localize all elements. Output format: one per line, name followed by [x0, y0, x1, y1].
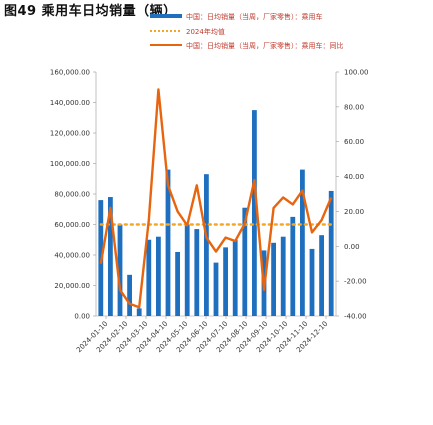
left-tick-label: 0.00: [74, 313, 90, 321]
right-tick-label: -40.00: [344, 313, 367, 321]
figure-title: 图49 乘用车日均销量（辆）: [4, 4, 177, 19]
right-tick-label: 60.00: [344, 138, 364, 146]
bar: [213, 262, 219, 316]
bar: [184, 224, 190, 316]
bar: [319, 235, 324, 316]
bar: [300, 169, 305, 316]
bar-series: [98, 110, 334, 316]
bar: [146, 239, 152, 316]
right-tick-label: 20.00: [344, 208, 364, 216]
right-tick-label: -20.00: [344, 278, 367, 286]
bar: [165, 169, 171, 316]
bar: [136, 308, 142, 316]
bar: [280, 236, 286, 316]
legend-bar-swatch: [150, 14, 182, 18]
left-tick-label: 20,000.00: [54, 282, 90, 290]
left-tick-label: 100,000.00: [50, 160, 90, 168]
bar: [117, 224, 123, 316]
bar: [204, 174, 209, 316]
bar: [194, 229, 200, 316]
right-tick-label: 0.00: [344, 243, 360, 251]
bar: [175, 251, 180, 316]
left-tick-label: 140,000.00: [50, 99, 90, 107]
yoy-line-series: [99, 88, 333, 309]
left-tick-label: 40,000.00: [54, 252, 90, 260]
left-tick-label: 160,000.00: [50, 69, 90, 77]
bar: [223, 247, 228, 316]
bar: [328, 190, 334, 316]
legend-label: 中国：日均销量（当周，厂家零售）：乘用车: [186, 12, 323, 21]
bar: [108, 197, 113, 316]
bar: [127, 274, 132, 316]
legend-label: 2024年均值: [186, 27, 225, 36]
left-tick-label: 120,000.00: [50, 130, 90, 138]
bar: [290, 216, 296, 316]
left-tick-label: 60,000.00: [54, 221, 90, 229]
left-tick-label: 80,000.00: [54, 191, 90, 199]
right-tick-label: 80.00: [344, 103, 364, 111]
bar: [156, 236, 161, 316]
legend-label: 中国：日均销量（当周，厂家零售）：乘用车：同比: [186, 41, 344, 50]
right-tick-label: 100.00: [344, 69, 369, 77]
bar: [232, 239, 238, 316]
bar: [252, 110, 257, 316]
bar: [271, 242, 276, 316]
yoy-line: [99, 88, 333, 309]
chart-legend: 中国：日均销量（当周，厂家零售）：乘用车 2024年均值中国：日均销量（当周，厂家…: [150, 12, 344, 50]
bar: [309, 248, 315, 316]
right-tick-label: 40.00: [344, 173, 364, 181]
bar: [242, 207, 248, 316]
